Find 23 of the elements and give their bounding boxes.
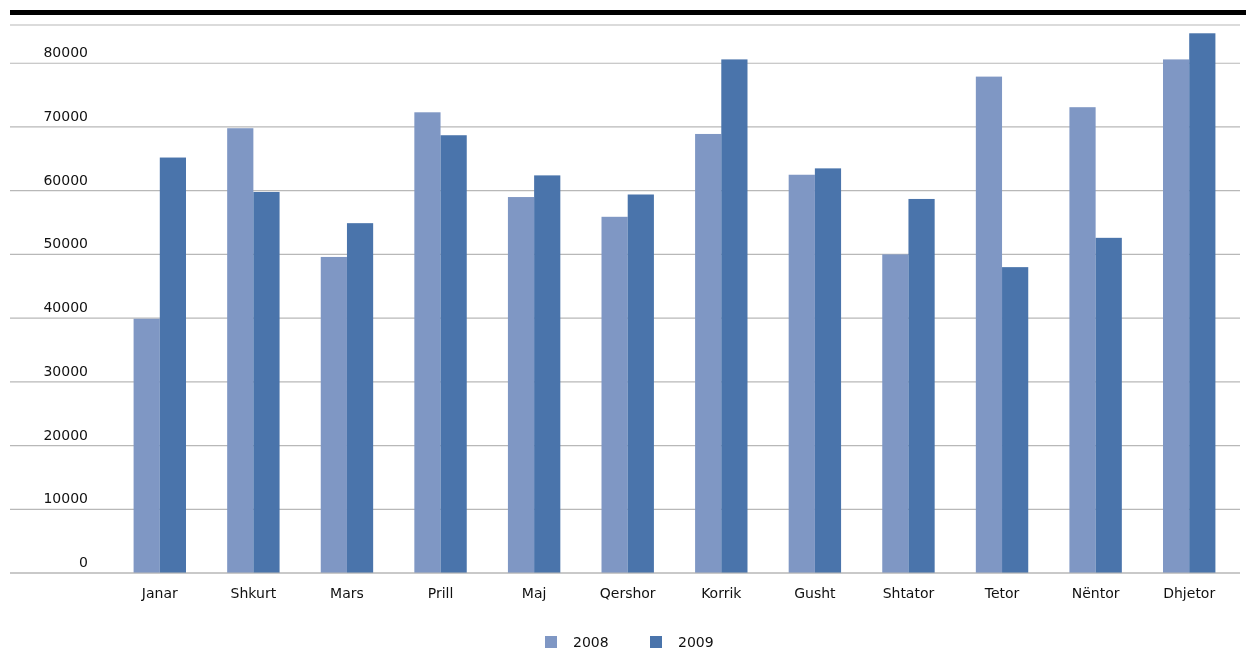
y-tick-label: 10000 bbox=[43, 490, 88, 507]
x-tick-label: Korrik bbox=[701, 585, 743, 601]
x-tick-label: Qershor bbox=[599, 585, 656, 601]
y-tick-label: 70000 bbox=[43, 107, 88, 124]
x-tick-label: Tetor bbox=[983, 585, 1020, 601]
x-tick-label: Shtator bbox=[882, 585, 935, 601]
x-tick-label: Janar bbox=[140, 585, 178, 601]
y-tick-label: 30000 bbox=[43, 362, 88, 379]
y-tick-label: 80000 bbox=[43, 44, 88, 61]
x-tick-label: Prill bbox=[427, 585, 454, 601]
legend-label: 2008 bbox=[573, 634, 609, 650]
y-tick-label: 40000 bbox=[43, 299, 88, 316]
y-tick-label: 50000 bbox=[43, 235, 88, 252]
y-tick-label: 60000 bbox=[43, 171, 88, 188]
x-tick-label: Shkurt bbox=[230, 585, 277, 601]
legend-label: 2009 bbox=[678, 634, 714, 650]
x-tick-label: Gusht bbox=[794, 585, 837, 601]
x-tick-label: Dhjetor bbox=[1163, 585, 1216, 601]
x-tick-label: Mars bbox=[330, 585, 364, 601]
x-tick-label: Nëntor bbox=[1071, 585, 1120, 601]
y-tick-label: 0 bbox=[79, 554, 88, 570]
y-tick-label: 20000 bbox=[43, 426, 88, 443]
x-tick-label: Maj bbox=[521, 585, 547, 601]
